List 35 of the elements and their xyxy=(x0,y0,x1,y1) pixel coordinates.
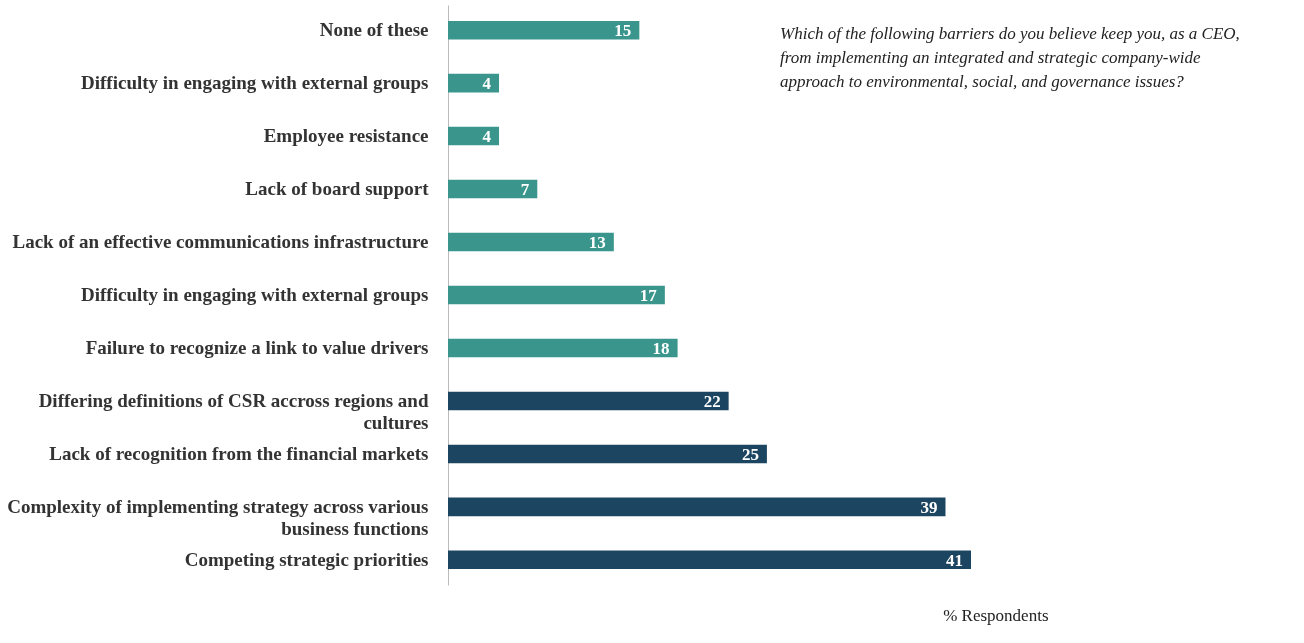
y-tick-label: Lack of an effective communications infrastructure xyxy=(12,231,429,253)
x-axis-title: % Respondents xyxy=(943,605,1049,625)
bar xyxy=(448,126,500,146)
data-label: 15 xyxy=(614,21,632,41)
y-tick-label: Employee resistance xyxy=(263,125,429,147)
data-label: 17 xyxy=(639,286,658,305)
y-tick-label: Failure to recognize a link to value drivers xyxy=(85,336,429,358)
y-tick-label: Complexity of implementing strategy across various business functions xyxy=(7,495,429,539)
data-label: 4 xyxy=(482,127,492,147)
data-label: 41 xyxy=(946,550,963,570)
y-tick-label: Competing strategic priorities xyxy=(184,548,429,570)
y-tick-label: Difficulty in engaging with external groups xyxy=(81,72,429,94)
bar xyxy=(448,338,678,358)
data-label: 39 xyxy=(920,497,938,517)
bar xyxy=(448,550,971,570)
data-label: 25 xyxy=(741,444,759,464)
y-tick-label: Difficulty in engaging with external groups xyxy=(81,284,429,305)
data-label: 13 xyxy=(588,233,606,253)
data-label: 7 xyxy=(520,180,530,200)
y-tick-label: Lack of board support xyxy=(245,178,430,200)
bar xyxy=(448,232,614,252)
data-label: 18 xyxy=(652,338,670,358)
bar xyxy=(448,285,665,305)
y-tick-label: Differing definitions of CSR accross regions and cultures xyxy=(38,389,429,433)
bar xyxy=(448,444,767,464)
bar xyxy=(448,179,538,199)
y-tick-label: None of these xyxy=(319,19,429,41)
data-label: 4 xyxy=(482,74,492,94)
annotation: Which of the following barriers do you believe keep you, as a CEO, from implementing an integrated and strategic company-wide approach to environmental, social, and governance issues? xyxy=(780,23,1241,93)
bar xyxy=(448,73,500,93)
y-tick-label: Lack of recognition from the financial markets xyxy=(49,442,429,464)
bar xyxy=(448,497,946,517)
bar xyxy=(448,20,640,40)
bar xyxy=(448,391,729,411)
data-label: 22 xyxy=(703,391,721,411)
